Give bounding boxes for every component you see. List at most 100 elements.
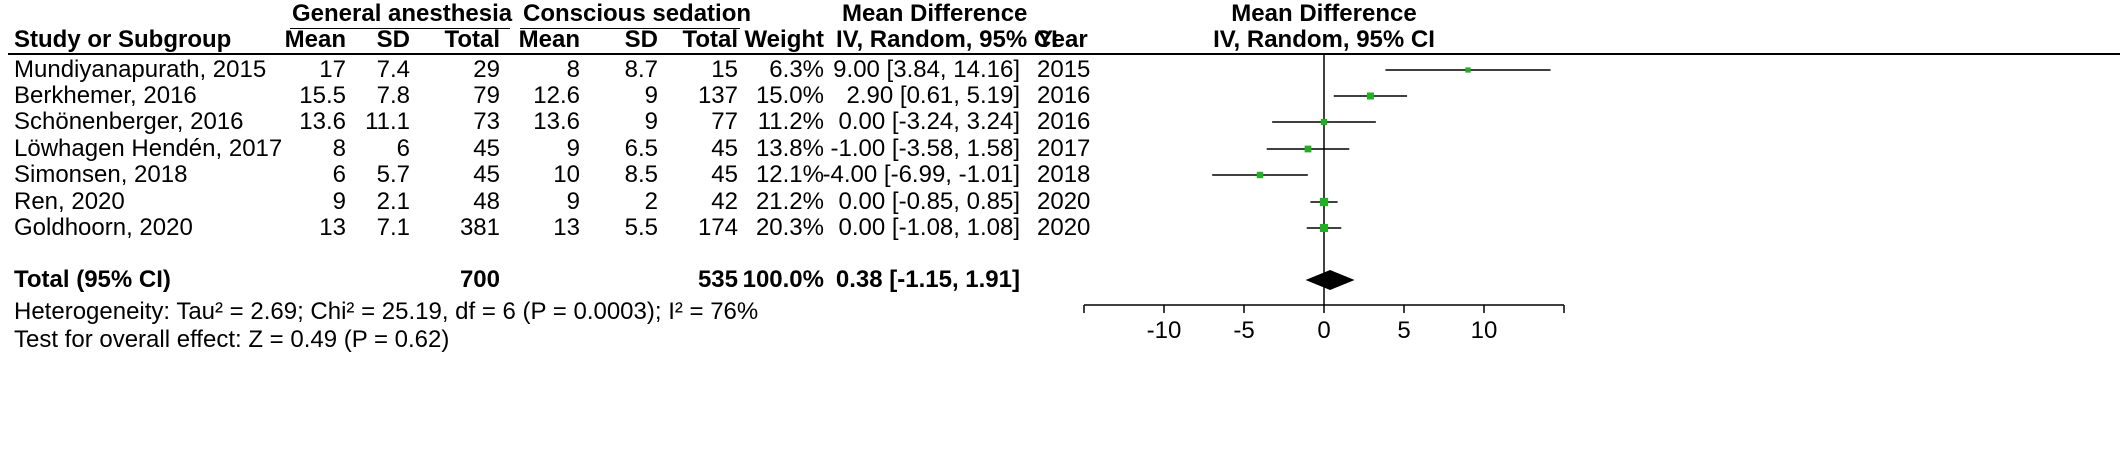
- mean1-cell: 6: [332, 161, 346, 188]
- year-cell: 2016: [1037, 108, 1091, 135]
- md-header-plot: Mean Difference: [1231, 0, 1417, 27]
- weight-cell: 11.2%: [757, 108, 824, 135]
- ci-cell: 9.00 [3.84, 14.16]: [833, 56, 1020, 83]
- group1-header: General anesthesia: [292, 0, 513, 27]
- overall-effect-text: Test for overall effect: Z = 0.49 (P = 0…: [14, 326, 450, 353]
- ci-plot-col-header: IV, Random, 95% CI: [1213, 26, 1435, 53]
- total-label: Total (95% CI): [14, 266, 171, 293]
- ci-col-header: IV, Random, 95% CI: [836, 26, 1058, 53]
- mean1-cell: 9: [332, 188, 346, 215]
- ci-cell: 0.00 [-0.85, 0.85]: [838, 188, 1020, 215]
- group2-underline: [520, 28, 740, 29]
- mean1-cell: 17: [319, 56, 346, 83]
- sd1-cell: 7.1: [376, 214, 410, 241]
- mean2-cell: 9: [566, 188, 580, 215]
- weight-cell: 21.2%: [755, 188, 824, 215]
- sd1-col-header: SD: [376, 26, 410, 53]
- mean2-cell: 9: [566, 135, 580, 162]
- point-estimate-marker: [1256, 171, 1264, 179]
- ci-cell: 0.00 [-1.08, 1.08]: [838, 214, 1020, 241]
- x-tick-label: -10: [1147, 317, 1182, 344]
- weight-cell: 13.8%: [755, 135, 824, 162]
- point-estimate-marker: [1319, 197, 1329, 207]
- study-name: Ren, 2020: [14, 188, 125, 215]
- total1-cell: 73: [473, 108, 500, 135]
- total2-cell: 137: [697, 82, 738, 109]
- year-col-header: Year: [1037, 26, 1088, 53]
- sd1-cell: 7.8: [376, 82, 410, 109]
- total2-cell: 42: [711, 188, 738, 215]
- year-cell: 2020: [1037, 188, 1091, 215]
- mean1-cell: 13.6: [299, 108, 346, 135]
- total1-cell: 29: [473, 56, 500, 83]
- year-cell: 2018: [1037, 161, 1091, 188]
- mean2-cell: 13.6: [533, 108, 580, 135]
- point-estimate-marker: [1465, 67, 1471, 73]
- total2-cell: 45: [711, 135, 738, 162]
- x-tick-label: -5: [1233, 317, 1254, 344]
- sd2-cell: 8.7: [624, 56, 658, 83]
- year-cell: 2015: [1037, 56, 1091, 83]
- sd1-cell: 11.1: [365, 108, 410, 135]
- total2-col-header: Total: [682, 26, 738, 53]
- total-weight: 100.0%: [742, 266, 824, 293]
- group2-header: Conscious sedation: [523, 0, 752, 27]
- total2-cell: 174: [697, 214, 738, 241]
- sd2-cell: 5.5: [624, 214, 658, 241]
- sd2-cell: 2: [644, 188, 658, 215]
- study-name: Simonsen, 2018: [14, 161, 188, 188]
- year-cell: 2017: [1037, 135, 1091, 162]
- sd2-cell: 9: [644, 82, 658, 109]
- header-rule: [8, 53, 2120, 55]
- mean2-col-header: Mean: [518, 26, 580, 53]
- year-cell: 2016: [1037, 82, 1091, 109]
- mean2-cell: 12.6: [533, 82, 580, 109]
- sd2-col-header: SD: [624, 26, 658, 53]
- sd2-cell: 8.5: [624, 161, 658, 188]
- study-name: Berkhemer, 2016: [14, 82, 197, 109]
- ci-cell: -1.00 [-3.58, 1.58]: [830, 135, 1020, 162]
- weight-cell: 12.1%: [755, 161, 824, 188]
- total-ci: 0.38 [-1.15, 1.91]: [835, 266, 1020, 293]
- mean2-cell: 10: [553, 161, 580, 188]
- md-header-table: Mean Difference: [842, 0, 1028, 27]
- study-name: Löwhagen Hendén, 2017: [14, 135, 283, 162]
- study-name: Goldhoorn, 2020: [14, 214, 193, 241]
- sd1-cell: 6: [396, 135, 410, 162]
- ci-cell: 0.00 [-3.24, 3.24]: [838, 108, 1020, 135]
- ci-cell: -4.00 [-6.99, -1.01]: [822, 161, 1020, 188]
- total2-cell: 15: [711, 56, 738, 83]
- sd1-cell: 2.1: [376, 188, 410, 215]
- weight-cell: 20.3%: [755, 214, 824, 241]
- point-estimate-marker: [1319, 223, 1329, 233]
- x-tick-label: 0: [1317, 317, 1330, 344]
- weight-cell: 15.0%: [755, 82, 824, 109]
- group1-underline: [290, 28, 510, 29]
- x-tick-label: 10: [1471, 317, 1498, 344]
- sd1-cell: 7.4: [376, 56, 410, 83]
- weight-col-header: Weight: [744, 26, 824, 53]
- total1-cell: 48: [473, 188, 500, 215]
- study-col-header: Study or Subgroup: [14, 26, 232, 53]
- heterogeneity-text: Heterogeneity: Tau² = 2.69; Chi² = 25.19…: [14, 298, 759, 325]
- mean2-cell: 8: [566, 56, 580, 83]
- total1-cell: 45: [473, 135, 500, 162]
- total1-cell: 381: [459, 214, 500, 241]
- mean1-cell: 15.5: [299, 82, 346, 109]
- mean1-cell: 8: [332, 135, 346, 162]
- total1-cell: 79: [473, 82, 500, 109]
- total1-sum: 700: [459, 266, 500, 293]
- study-name: Mundiyanapurath, 2015: [14, 56, 267, 83]
- total2-cell: 45: [711, 161, 738, 188]
- point-estimate-marker: [1366, 92, 1374, 100]
- study-name: Schönenberger, 2016: [14, 108, 244, 135]
- total2-sum: 535: [697, 266, 738, 293]
- pooled-estimate-diamond: [1305, 270, 1355, 290]
- mean1-cell: 13: [319, 214, 346, 241]
- total2-cell: 77: [711, 108, 738, 135]
- point-estimate-marker: [1320, 118, 1328, 126]
- mean2-cell: 13: [553, 214, 580, 241]
- x-tick-label: 5: [1397, 317, 1410, 344]
- sd1-cell: 5.7: [376, 161, 410, 188]
